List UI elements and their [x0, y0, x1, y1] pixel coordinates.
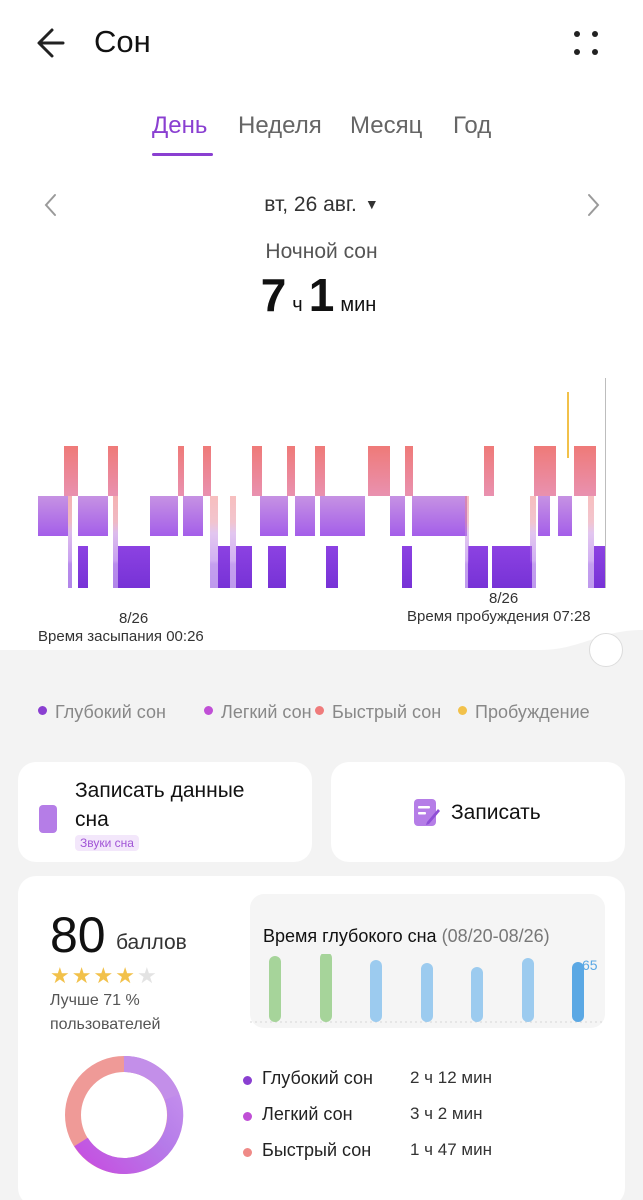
star-filled-icon: ★ — [71, 963, 94, 988]
page-title: Сон — [94, 24, 151, 59]
chart-end-line — [605, 378, 606, 588]
deep-sleep-weekly-bars — [250, 954, 605, 1023]
score-stars: ★★★★★ — [50, 963, 159, 989]
record-card[interactable]: Записать — [331, 762, 625, 862]
record-data-title-line2: сна — [75, 808, 109, 831]
score-comparison-line1: Лучше 71 % — [50, 992, 140, 1009]
breakdown-rem: Быстрый сон 1 ч 47 мин — [243, 1140, 593, 1176]
breakdown-rem-name: Быстрый сон — [262, 1140, 372, 1160]
duration-hours: 7 — [260, 269, 287, 321]
star-empty-icon: ★ — [136, 963, 159, 988]
light-sleep-transitions — [68, 496, 594, 588]
tab-month[interactable]: Месяц — [350, 112, 423, 139]
legend-deep: Глубокий сон — [38, 702, 166, 723]
breakdown-deep-dot — [243, 1076, 252, 1085]
deep-sleep-range: (08/20-08/26) — [441, 926, 550, 946]
legend-awake-label: Пробуждение — [475, 702, 590, 722]
sleep-onset-time: Время засыпания 00:26 — [38, 628, 204, 645]
breakdown-rem-dot — [243, 1148, 252, 1157]
wake-up-time: Время пробуждения 07:28 — [407, 608, 591, 625]
star-filled-icon: ★ — [115, 963, 137, 988]
previous-date-button[interactable] — [36, 186, 66, 226]
caret-down-icon: ▼ — [364, 196, 379, 212]
more-vertical-icon — [574, 31, 598, 55]
sleep-stage-chart[interactable] — [0, 370, 643, 600]
sleep-phone-icon — [39, 805, 57, 833]
deep-sleep-weekly-widget[interactable]: Время глубокого сна (08/20-08/26) 65 — [250, 894, 605, 1028]
active-tab-indicator — [152, 153, 213, 156]
period-tabs: День Неделя Месяц Год — [0, 112, 643, 162]
night-sleep-label: Ночной сон — [265, 240, 378, 263]
star-filled-icon: ★ — [93, 963, 116, 988]
record-sleep-data-card[interactable]: Записать данные сна Звуки сна — [18, 762, 312, 862]
date-selector[interactable]: вт, 26 авг. ▼ — [0, 193, 643, 217]
top-panel: Сон День Неделя Месяц Год вт, 26 авг. ▼ — [0, 0, 643, 650]
legend-deep-label: Глубокий сон — [55, 702, 166, 722]
breakdown-deep-value: 2 ч 12 мин — [410, 1068, 492, 1087]
score-comparison-line2: пользователей — [50, 1016, 161, 1033]
legend-light: Легкий сон — [204, 702, 312, 723]
next-date-button[interactable] — [578, 186, 608, 226]
record-data-title-line1: Записать данные — [75, 779, 245, 802]
legend-rem: Быстрый сон — [315, 702, 441, 723]
duration-hours-unit: ч — [292, 294, 303, 316]
arrow-left-icon — [37, 28, 65, 58]
breakdown-deep: Глубокий сон 2 ч 12 мин — [243, 1068, 593, 1104]
legend-rem-dot — [315, 706, 324, 715]
tab-week[interactable]: Неделя — [238, 112, 322, 139]
deep-bar-4 — [421, 963, 433, 1022]
score-comparison: Лучше 71 % пользователей — [50, 989, 220, 1037]
legend-light-dot — [204, 706, 213, 715]
deep-bar-5 — [471, 967, 483, 1022]
sleep-stage-donut — [65, 1055, 184, 1174]
duration-minutes-unit: мин — [340, 294, 377, 316]
sleep-breakdown-list: Глубокий сон 2 ч 12 мин Легкий сон 3 ч 2… — [243, 1068, 593, 1176]
breakdown-light: Легкий сон 3 ч 2 мин — [243, 1104, 593, 1140]
date-navigator: вт, 26 авг. ▼ — [0, 186, 643, 226]
light-sleep-blocks — [38, 496, 572, 536]
legend-awake: Пробуждение — [458, 702, 590, 723]
deep-sleep-last-value: 65 — [582, 957, 598, 973]
deep-bar-1 — [269, 956, 281, 1022]
date-label: вт, 26 авг. — [264, 193, 357, 216]
chevron-left-icon — [44, 194, 56, 216]
sleep-score-value: 80 — [50, 907, 106, 963]
deep-sleep-blocks — [78, 546, 606, 588]
breakdown-light-dot — [243, 1112, 252, 1121]
sleep-score-card[interactable]: 80 баллов ★★★★★ Лучше 71 % пользователей… — [18, 876, 625, 1200]
deep-sleep-title: Время глубокого сна — [263, 926, 437, 946]
chevron-right-icon — [588, 194, 600, 216]
breakdown-light-value: 3 ч 2 мин — [410, 1104, 483, 1123]
legend-deep-dot — [38, 706, 47, 715]
app-header: Сон — [0, 0, 643, 86]
record-title: Записать — [451, 801, 541, 824]
breakdown-light-name: Легкий сон — [262, 1104, 353, 1124]
legend-awake-dot — [458, 706, 467, 715]
sleep-duration: 7 ч 1 мин — [0, 268, 643, 322]
deep-bar-7 — [572, 962, 584, 1022]
legend-light-label: Легкий сон — [221, 702, 312, 722]
sleep-legend: Глубокий сон Легкий сон Быстрый сон Проб… — [38, 702, 628, 730]
duration-minutes: 1 — [308, 269, 335, 321]
deep-bar-6 — [522, 958, 534, 1022]
deep-bar-3 — [370, 960, 382, 1022]
note-edit-icon — [414, 799, 440, 826]
sleep-score-unit: баллов — [116, 931, 187, 954]
chart-scrub-handle[interactable] — [589, 633, 623, 667]
more-button[interactable] — [566, 24, 606, 64]
tab-year[interactable]: Год — [453, 112, 492, 139]
tab-day[interactable]: День — [152, 112, 208, 139]
deep-bar-2 — [320, 954, 332, 1022]
back-button[interactable] — [30, 22, 80, 64]
sleep-sounds-tag: Звуки сна — [75, 835, 139, 851]
legend-rem-label: Быстрый сон — [332, 702, 442, 722]
deep-sleep-weekly-title: Время глубокого сна (08/20-08/26) — [263, 926, 550, 947]
chart-start-date: 8/26 — [119, 610, 149, 627]
breakdown-rem-value: 1 ч 47 мин — [410, 1140, 492, 1159]
chart-end-date: 8/26 — [489, 590, 519, 607]
breakdown-deep-name: Глубокий сон — [262, 1068, 373, 1088]
star-filled-icon: ★ — [50, 963, 72, 988]
rem-sleep-blocks — [64, 446, 596, 496]
awake-marker — [567, 392, 569, 458]
